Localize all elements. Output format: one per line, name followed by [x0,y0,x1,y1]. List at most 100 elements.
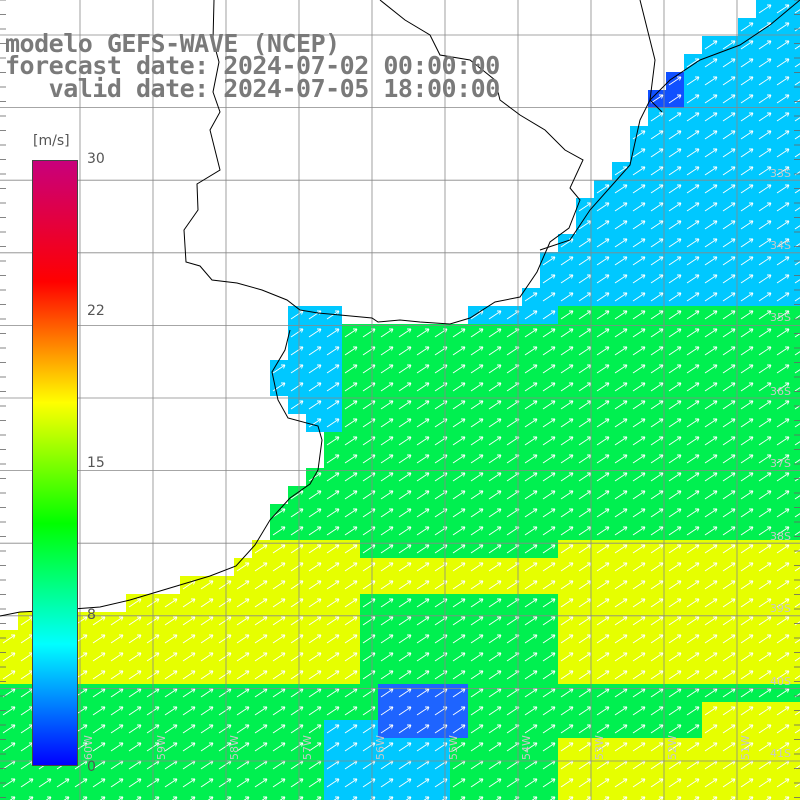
wind-arrow [596,328,610,338]
wind-arrow [758,76,772,86]
wind-arrow [560,364,574,374]
wind-arrow [650,598,664,608]
wind-arrow [668,436,682,446]
wind-arrow [758,526,772,536]
wind-arrow [2,670,16,680]
wind-arrow [614,364,628,374]
wind-arrow [110,742,124,752]
wind-arrow [794,315,800,320]
wind-cell [792,360,800,378]
wind-arrow [758,544,772,554]
wind-arrow [380,580,394,590]
wind-arrow [704,292,718,302]
wind-arrow [686,580,700,590]
wind-arrow [92,778,106,788]
wind-arrow [686,706,700,716]
wind-arrow [632,256,646,266]
wind-arrow [416,328,430,338]
wind-arrow [794,657,800,662]
wind-arrow [704,724,718,734]
wind-arrow [668,328,682,338]
wind-arrow [488,778,502,788]
wind-arrow [344,364,358,374]
wind-arrow [650,670,664,680]
wind-arrow [650,580,664,590]
wind-arrow [380,346,394,356]
wind-arrow [650,706,664,716]
wind-arrow [254,670,268,680]
wind-arrow [470,346,484,356]
wind-arrow [398,544,412,554]
wind-arrow [416,418,430,428]
wind-arrow [254,688,268,698]
wind-arrow [128,670,142,680]
wind-arrow [344,670,358,680]
wind-arrow [560,508,574,518]
wind-arrow [290,508,304,518]
coastline-path-north [639,0,663,113]
wind-cell [792,648,800,666]
wind-arrow [794,9,800,14]
wind-cell [792,126,800,144]
lat-label-36s: 36S [770,385,791,398]
wind-arrow [272,526,286,536]
wind-arrow [704,130,718,140]
wind-arrow [776,598,790,608]
wind-arrow [236,670,250,680]
wind-arrow [164,634,178,644]
wind-arrow [524,454,538,464]
wind-arrow [740,688,754,698]
wind-arrow [686,652,700,662]
wind-arrow [164,652,178,662]
wind-arrow [344,634,358,644]
wind-arrow [758,256,772,266]
wind-arrow [290,688,304,698]
wind-arrow [740,346,754,356]
wind-arrow [416,562,430,572]
wind-arrow [308,670,322,680]
wind-arrow [236,688,250,698]
wind-arrow [110,724,124,734]
wind-arrow [254,742,268,752]
wind-arrow [560,616,574,626]
wind-arrow [794,27,800,32]
wind-arrow [794,459,800,464]
wind-arrow [704,274,718,284]
wind-arrow [542,274,556,284]
wind-arrow [470,400,484,410]
wind-arrow [2,724,16,734]
wind-arrow [560,418,574,428]
wind-arrow [704,418,718,428]
wind-arrow [524,544,538,554]
wind-arrow [488,580,502,590]
wind-arrow [542,364,556,374]
wind-arrow [794,531,800,536]
wind-arrow [596,634,610,644]
wind-arrow [758,94,772,104]
wind-arrow [182,706,196,716]
wind-cell [324,792,342,800]
wind-arrow [272,652,286,662]
wind-arrow [308,616,322,626]
wind-arrow [650,562,664,572]
wind-cell [630,792,648,800]
wind-arrow [452,526,466,536]
wind-arrow [200,742,214,752]
wind-arrow [614,490,628,500]
wind-arrow [596,382,610,392]
wind-arrow [794,567,800,572]
wind-arrow [776,292,790,302]
wind-arrow [182,598,196,608]
wind-arrow [740,742,754,752]
wind-arrow [686,598,700,608]
wind-arrow [650,94,664,104]
wind-arrow [686,742,700,752]
wind-cell [342,792,360,800]
wind-arrow [218,688,232,698]
wind-arrow [776,382,790,392]
wind-arrow [740,634,754,644]
wind-cell [792,54,800,72]
wind-arrow [326,490,340,500]
wind-arrow [794,675,800,680]
